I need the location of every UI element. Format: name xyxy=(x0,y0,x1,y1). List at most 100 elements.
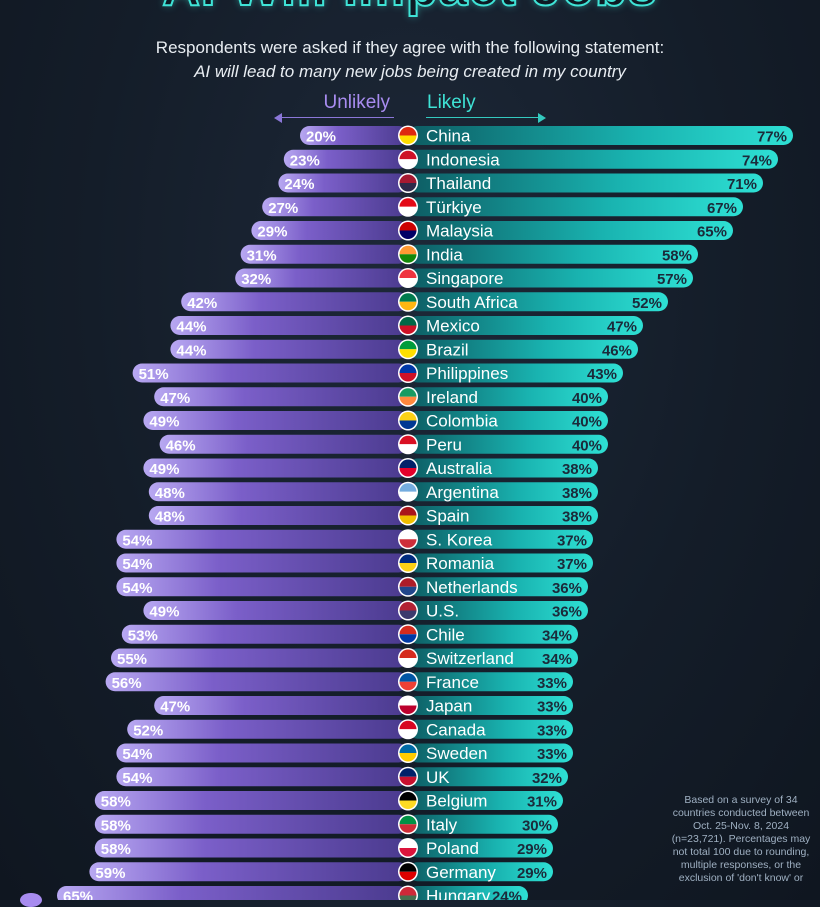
likely-bar xyxy=(408,339,638,359)
unlikely-bar xyxy=(148,482,409,502)
likely-bar xyxy=(408,767,568,787)
flag-top-half xyxy=(399,673,417,682)
unlikely-bar xyxy=(127,719,408,739)
likely-value: 33% xyxy=(537,722,567,739)
likely-bar xyxy=(408,529,593,549)
flag-top-half xyxy=(399,507,417,516)
unlikely-value: 56% xyxy=(112,675,142,692)
unlikely-bar xyxy=(143,458,408,478)
flag-top-half xyxy=(399,578,417,587)
flag-bottom-half xyxy=(399,634,417,643)
unlikely-bar xyxy=(154,696,408,715)
likely-bar xyxy=(408,553,593,573)
flag-bottom-half xyxy=(399,681,417,691)
flag-bottom-half xyxy=(399,491,417,501)
flag-top-half xyxy=(399,602,417,611)
likely-value: 29% xyxy=(517,841,547,858)
likely-bar xyxy=(408,743,573,763)
country-label: Canada xyxy=(426,720,486,739)
flag-bottom-half xyxy=(399,539,417,548)
flag-bottom-half xyxy=(399,563,417,572)
flag-top-half xyxy=(399,317,417,326)
flag-bottom-half xyxy=(399,230,417,239)
country-label: Thailand xyxy=(426,174,491,193)
unlikely-bar xyxy=(251,221,408,240)
unlikely-bar xyxy=(283,149,408,169)
likely-bar xyxy=(408,292,668,312)
likely-bar xyxy=(408,696,573,715)
likely-bar xyxy=(408,244,698,264)
flag-bottom-half xyxy=(399,468,417,477)
flag-bottom-half xyxy=(399,349,417,358)
country-label: Netherlands xyxy=(426,578,518,597)
unlikely-value: 42% xyxy=(187,295,217,312)
likely-value: 38% xyxy=(562,509,592,526)
country-label: Switzerland xyxy=(426,649,514,668)
unlikely-value: 49% xyxy=(149,604,179,621)
unlikely-bar xyxy=(143,411,408,430)
flag-top-half xyxy=(399,245,417,255)
unlikely-value: 54% xyxy=(122,532,152,549)
country-label: Argentina xyxy=(426,483,499,502)
flag-top-half xyxy=(399,625,417,635)
flag-bottom-half xyxy=(399,871,417,881)
unlikely-bar xyxy=(132,363,408,383)
flag-bottom-half xyxy=(399,183,417,192)
flag-bottom-half xyxy=(399,776,417,786)
likely-value: 57% xyxy=(657,271,687,288)
likely-value: 30% xyxy=(522,817,552,834)
country-label: Spain xyxy=(426,507,469,526)
flag-top-half xyxy=(399,887,417,896)
flag-bottom-half xyxy=(399,895,417,900)
flag-top-half xyxy=(399,222,417,231)
unlikely-bar xyxy=(181,292,408,312)
likely-value: 40% xyxy=(572,437,602,454)
country-label: Colombia xyxy=(426,412,498,431)
flag-top-half xyxy=(399,364,417,373)
flag-top-half xyxy=(399,839,417,848)
likely-bar xyxy=(408,506,598,525)
unlikely-bar xyxy=(94,791,409,810)
legend-unlikely: Unlikely xyxy=(323,92,390,113)
unlikely-bar xyxy=(57,886,408,900)
likely-value: 37% xyxy=(557,556,587,573)
unlikely-value: 49% xyxy=(149,414,179,431)
flag-top-half xyxy=(399,744,417,753)
flag-bottom-half xyxy=(399,301,417,311)
likely-value: 67% xyxy=(707,200,737,217)
flag-top-half xyxy=(399,720,417,730)
unlikely-value: 54% xyxy=(122,556,152,573)
unlikely-bar xyxy=(89,862,409,882)
flag-bottom-half xyxy=(399,800,417,809)
country-label: Chile xyxy=(426,625,465,644)
flag-bottom-half xyxy=(399,206,417,216)
flag-top-half xyxy=(399,174,417,183)
unlikely-bar xyxy=(170,339,408,359)
unlikely-value: 44% xyxy=(176,319,206,336)
likely-bar xyxy=(408,149,778,169)
unlikely-bar xyxy=(105,672,408,692)
unlikely-value: 51% xyxy=(139,366,169,383)
unlikely-value: 58% xyxy=(101,794,131,811)
country-label: S. Korea xyxy=(426,530,493,549)
likely-value: 36% xyxy=(552,580,582,597)
country-label: France xyxy=(426,673,479,692)
country-label: Malaysia xyxy=(426,222,494,241)
unlikely-bar xyxy=(262,197,408,217)
likely-bar xyxy=(408,601,588,620)
flag-top-half xyxy=(399,815,417,825)
flag-top-half xyxy=(399,388,417,397)
country-label: Peru xyxy=(426,435,462,454)
flag-top-half xyxy=(399,269,417,278)
unlikely-value: 55% xyxy=(117,651,147,668)
unlikely-value: 24% xyxy=(284,176,314,193)
flag-bottom-half xyxy=(399,586,417,596)
flag-top-half xyxy=(399,293,417,302)
chart-title: AI Will Impact Jobs xyxy=(0,0,820,18)
unlikely-bar xyxy=(116,529,409,549)
likely-value: 38% xyxy=(562,485,592,502)
flag-bottom-half xyxy=(399,729,417,738)
country-label: India xyxy=(426,245,463,264)
flag-bottom-half xyxy=(399,278,417,287)
likely-bar xyxy=(408,838,553,858)
